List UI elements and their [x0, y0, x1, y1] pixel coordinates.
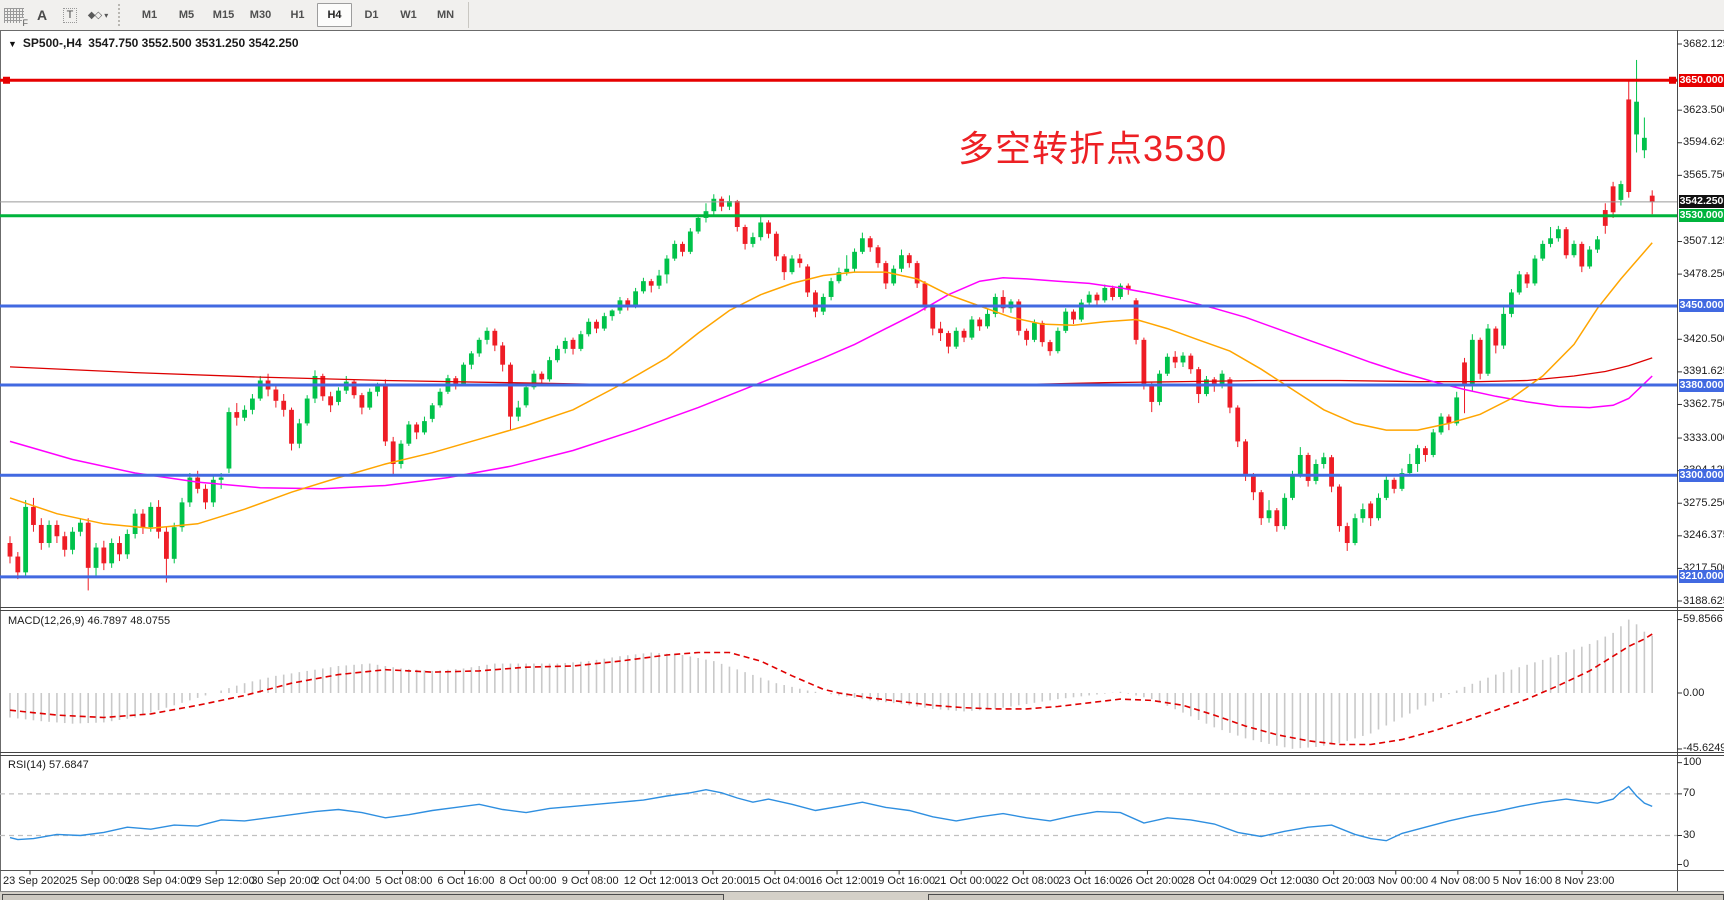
time-tick-label: 26 Oct 20:00 — [1120, 875, 1184, 887]
price-tick-label: 3275.250 — [1683, 496, 1724, 509]
price-tick-label: 3246.375 — [1683, 529, 1724, 542]
chart-window[interactable]: ▼ SP500-,H4 3547.750 3552.500 3531.250 35… — [0, 30, 1724, 900]
price-tick-label: 3333.000 — [1683, 431, 1724, 444]
time-tick-label: 15 Oct 04:00 — [747, 875, 811, 887]
time-tick-label: 29 Sep 12:00 — [189, 875, 255, 887]
indicator-tick-label: 59.8566 — [1683, 613, 1723, 626]
timeframe-button-m1[interactable]: M1 — [141, 9, 158, 21]
time-tick-label: 23 Sep 2020 — [3, 875, 66, 887]
time-tick-label: 5 Oct 08:00 — [375, 875, 433, 887]
timeframe-button-h4[interactable]: H4 — [317, 3, 352, 27]
time-tick-label: 16 Oct 12:00 — [810, 875, 874, 887]
ohlc-readout: 3547.750 3552.500 3531.250 3542.250 — [88, 36, 299, 50]
annotation-text[interactable]: 多空转折点3530 — [958, 128, 1228, 169]
time-tick-label: 23 Oct 16:00 — [1058, 875, 1122, 887]
timeframe-button-m5[interactable]: M5 — [178, 9, 195, 21]
shapes-tool-icon[interactable]: ◆◇ ▾ — [85, 3, 111, 27]
time-tick-label: 30 Sep 20:00 — [251, 875, 317, 887]
time-tick-label: 19 Oct 16:00 — [872, 875, 936, 887]
price-tag-3380.000: 3380.000 — [1679, 378, 1724, 392]
indicator-tick-label: -45.6249 — [1683, 742, 1724, 755]
price-tag-3210.000: 3210.000 — [1679, 570, 1724, 584]
rsi-indicator-label: RSI(14) 57.6847 — [8, 759, 89, 771]
grid-f-icon: F — [4, 7, 28, 28]
price-tick-label: 3682.125 — [1683, 37, 1724, 50]
dropdown-triangle-icon[interactable]: ▼ — [8, 39, 17, 49]
time-tick-label: 4 Nov 08:00 — [1430, 875, 1491, 887]
time-tick-label: 6 Oct 16:00 — [437, 875, 495, 887]
timeframe-button-d1[interactable]: D1 — [364, 9, 379, 21]
time-tick-label: 8 Oct 00:00 — [499, 875, 557, 887]
time-tick-label: 5 Nov 16:00 — [1492, 875, 1553, 887]
timeframe-button-mn[interactable]: MN — [436, 9, 455, 21]
toolbar-grip[interactable] — [118, 4, 125, 26]
indicator-tick-label: 30 — [1683, 828, 1696, 841]
timeframe-button-m30[interactable]: M30 — [249, 9, 272, 21]
price-tick-label: 3188.625 — [1683, 594, 1724, 607]
indicator-tick-label: 100 — [1683, 756, 1702, 769]
time-tick-label: 21 Oct 00:00 — [934, 875, 998, 887]
toolbar-separator — [468, 2, 469, 28]
price-tag-3530.000: 3530.000 — [1679, 209, 1724, 223]
time-tick-label: 2 Oct 04:00 — [313, 875, 371, 887]
time-tick-label: 9 Oct 08:00 — [561, 875, 619, 887]
chart-title: ▼ SP500-,H4 3547.750 3552.500 3531.250 35… — [8, 36, 299, 50]
symbol-timeframe: SP500-,H4 — [22, 36, 82, 50]
time-tick-label: 8 Nov 23:00 — [1555, 875, 1615, 887]
price-tick-label: 3594.625 — [1683, 136, 1724, 149]
time-tick-label: 3 Nov 00:00 — [1368, 875, 1429, 887]
price-tick-label: 3420.500 — [1683, 332, 1724, 345]
time-tick-label: 28 Oct 04:00 — [1182, 875, 1246, 887]
timeframe-button-h1[interactable]: H1 — [290, 9, 305, 21]
diamonds-icon: ◆◇ — [87, 9, 102, 21]
timeframe-group: M1 M5 M15 M30 H1 H4 D1 W1 MN — [131, 3, 464, 27]
time-tick-label: 12 Oct 12:00 — [623, 875, 687, 887]
price-tick-label: 3623.500 — [1683, 103, 1724, 116]
time-tick-label: 22 Oct 08:00 — [996, 875, 1060, 887]
bottom-panel-left — [2, 894, 724, 900]
timeframe-button-m15[interactable]: M15 — [212, 9, 235, 21]
price-tick-label: 3507.125 — [1683, 235, 1724, 248]
price-tick-label: 3362.750 — [1683, 397, 1724, 410]
chart-canvas[interactable] — [0, 30, 1724, 900]
indicator-tick-label: 70 — [1683, 787, 1696, 800]
time-tick-label: 13 Oct 20:00 — [685, 875, 749, 887]
price-tick-label: 3565.750 — [1683, 168, 1724, 181]
price-tag-3450.000: 3450.000 — [1679, 299, 1724, 313]
indicator-tick-label: 0 — [1683, 858, 1690, 870]
time-tick-label: 30 Oct 20:00 — [1306, 875, 1370, 887]
label-tool-icon[interactable]: A — [36, 7, 48, 23]
time-tick-label: 25 Sep 00:00 — [65, 875, 131, 887]
time-tick-label: 29 Oct 12:00 — [1244, 875, 1308, 887]
time-tick-label: 28 Sep 04:00 — [127, 875, 193, 887]
toolbar: F A T ◆◇ ▾ M1 M5 M15 M30 H1 H4 D1 W1 MN — [0, 0, 1724, 31]
crosshair-tool-icon[interactable]: F — [1, 3, 28, 28]
macd-indicator-label: MACD(12,26,9) 46.7897 48.0755 — [8, 615, 171, 627]
price-tick-label: 3391.625 — [1683, 365, 1724, 378]
indicator-tick-label: 0.00 — [1683, 686, 1705, 699]
chevron-down-icon: ▾ — [104, 10, 109, 20]
price-tag-3300.000: 3300.000 — [1679, 468, 1724, 482]
price-tick-label: 3478.250 — [1683, 267, 1724, 280]
price-tag-3650.000: 3650.000 — [1679, 73, 1724, 87]
price-tag-3542.250: 3542.250 — [1679, 195, 1724, 209]
bottom-panel-right — [928, 894, 1724, 900]
bottom-status-strip — [0, 892, 1724, 900]
text-tool-icon[interactable]: T — [57, 3, 83, 27]
timeframe-button-w1[interactable]: W1 — [400, 9, 417, 21]
